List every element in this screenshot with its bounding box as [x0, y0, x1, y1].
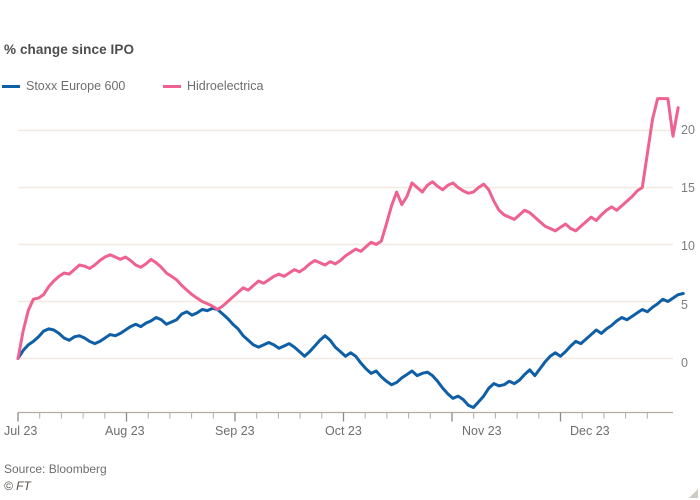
legend-swatch-stoxx — [2, 84, 20, 88]
legend-swatch-hidroelectrica — [163, 84, 181, 88]
series-line-hidroelectrica — [16, 97, 680, 360]
gridlines — [18, 129, 673, 360]
legend-label-hidroelectrica: Hidroelectrica — [187, 79, 264, 93]
x-axis-tick-label: Aug 23 — [105, 424, 145, 438]
page-title: % change since IPO — [4, 42, 135, 57]
x-axis-tick-label: Sep 23 — [215, 424, 255, 438]
plot-area — [16, 97, 685, 422]
x-axis-tick-label: Dec 23 — [570, 424, 610, 438]
x-axis-tick-label: Jul 23 — [4, 424, 38, 438]
y-axis-tick-label: 15 — [681, 181, 695, 195]
data-series — [16, 97, 685, 410]
x-axis-tick-label: Oct 23 — [325, 424, 362, 438]
corner-fold-mark — [689, 489, 698, 498]
series-line-stoxx-europe-600 — [16, 292, 685, 410]
x-axis-tick-label: Nov 23 — [462, 424, 502, 438]
ft-credit: © FT — [4, 479, 31, 493]
x-axis — [17, 411, 673, 422]
y-axis-tick-label: 0 — [681, 356, 688, 370]
legend-item-stoxx[interactable]: Stoxx Europe 600 — [2, 78, 125, 94]
y-axis-tick-label: 5 — [681, 298, 688, 312]
legend-label-stoxx: Stoxx Europe 600 — [26, 79, 126, 93]
source-note: Source: Bloomberg — [4, 462, 107, 476]
legend-item-hidroelectrica[interactable]: Hidroelectrica — [163, 78, 263, 94]
y-axis-tick-label: 20 — [681, 123, 695, 137]
y-axis-tick-label: 10 — [681, 239, 695, 253]
